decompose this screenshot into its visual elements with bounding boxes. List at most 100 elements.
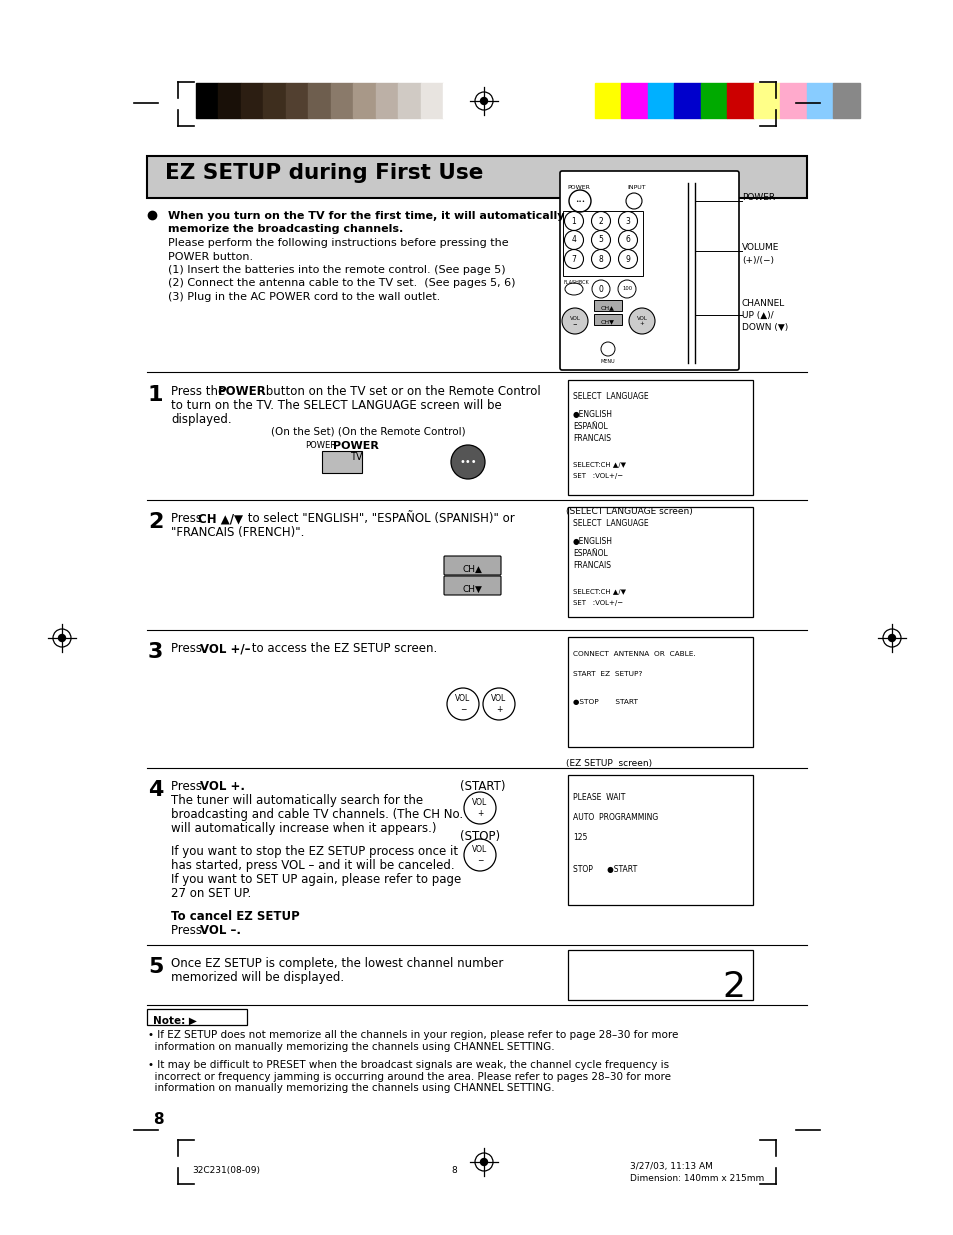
- Text: memorized will be displayed.: memorized will be displayed.: [171, 971, 344, 984]
- Bar: [331, 83, 354, 119]
- Text: Press: Press: [171, 513, 206, 525]
- Text: VOL
+: VOL +: [472, 798, 487, 818]
- Text: AUTO  PROGRAMMING: AUTO PROGRAMMING: [573, 813, 658, 823]
- Text: Press: Press: [171, 924, 206, 937]
- Ellipse shape: [564, 283, 582, 295]
- Text: POWER button.: POWER button.: [168, 252, 253, 262]
- Circle shape: [451, 445, 484, 479]
- Text: POWER: POWER: [218, 385, 267, 398]
- Text: VOL
−: VOL −: [455, 694, 470, 714]
- Text: 2: 2: [148, 513, 163, 532]
- Text: 32C231(08-09): 32C231(08-09): [192, 1166, 260, 1174]
- Text: 4: 4: [571, 236, 576, 245]
- Text: 8: 8: [451, 1166, 456, 1174]
- Text: will automatically increase when it appears.): will automatically increase when it appe…: [171, 823, 436, 835]
- Circle shape: [618, 211, 637, 231]
- Circle shape: [480, 1158, 487, 1166]
- Text: "FRANCAIS (FRENCH)".: "FRANCAIS (FRENCH)".: [171, 526, 304, 538]
- Bar: [727, 83, 753, 119]
- Text: CH▲: CH▲: [600, 305, 615, 310]
- Bar: [286, 83, 308, 119]
- Text: • If EZ SETUP does not memorize all the channels in your region, please refer to: • If EZ SETUP does not memorize all the …: [148, 1030, 678, 1051]
- Text: (STOP): (STOP): [459, 830, 499, 844]
- Text: MENU: MENU: [600, 359, 615, 364]
- Bar: [398, 83, 420, 119]
- Text: When you turn on the TV for the first time, it will automatically: When you turn on the TV for the first ti…: [168, 211, 564, 221]
- Text: 5: 5: [148, 957, 163, 977]
- Text: Press: Press: [171, 781, 206, 793]
- Text: 3: 3: [625, 216, 630, 226]
- Text: (+)/(−): (+)/(−): [741, 257, 773, 266]
- FancyBboxPatch shape: [559, 170, 739, 370]
- Bar: [308, 83, 331, 119]
- Text: Press: Press: [171, 642, 206, 655]
- Text: 4: 4: [148, 781, 163, 800]
- Text: to turn on the TV. The SELECT LANGUAGE screen will be: to turn on the TV. The SELECT LANGUAGE s…: [171, 399, 501, 412]
- Text: CH▲: CH▲: [461, 564, 481, 574]
- Circle shape: [625, 193, 641, 209]
- Circle shape: [482, 688, 515, 720]
- Bar: [241, 83, 263, 119]
- Text: 100: 100: [621, 287, 632, 291]
- Text: 3/27/03, 11:13 AM: 3/27/03, 11:13 AM: [629, 1162, 712, 1171]
- Text: Press the: Press the: [171, 385, 229, 398]
- Text: displayed.: displayed.: [171, 412, 232, 426]
- Bar: [354, 83, 375, 119]
- Text: START  EZ  SETUP?: START EZ SETUP?: [573, 671, 641, 677]
- Circle shape: [628, 308, 655, 333]
- Text: SET   :VOL+/−: SET :VOL+/−: [573, 600, 622, 606]
- Circle shape: [618, 249, 637, 268]
- Bar: [780, 83, 806, 119]
- Text: SELECT:CH ▲/▼: SELECT:CH ▲/▼: [573, 462, 625, 468]
- Text: to access the EZ SETUP screen.: to access the EZ SETUP screen.: [248, 642, 436, 655]
- Text: Note: ▶: Note: ▶: [152, 1016, 196, 1026]
- Text: has started, press VOL – and it will be canceled.: has started, press VOL – and it will be …: [171, 860, 455, 872]
- Text: SELECT  LANGUAGE: SELECT LANGUAGE: [573, 391, 648, 401]
- Circle shape: [591, 211, 610, 231]
- Bar: [595, 83, 620, 119]
- Circle shape: [463, 839, 496, 871]
- Circle shape: [480, 98, 487, 105]
- Text: 8: 8: [598, 254, 602, 263]
- Text: SELECT:CH ▲/▼: SELECT:CH ▲/▼: [573, 589, 625, 595]
- Text: STOP      ●START: STOP ●START: [573, 864, 637, 874]
- Circle shape: [463, 792, 496, 824]
- Circle shape: [568, 190, 590, 212]
- Bar: [567, 637, 752, 747]
- Bar: [567, 508, 752, 618]
- Text: POWER: POWER: [333, 441, 378, 451]
- Text: CH ▲/▼: CH ▲/▼: [198, 513, 243, 525]
- Text: FLASHBCK: FLASHBCK: [563, 280, 589, 285]
- Text: VOL
+: VOL +: [491, 694, 506, 714]
- Text: ●ENGLISH: ●ENGLISH: [573, 537, 613, 546]
- Bar: [594, 300, 621, 311]
- Text: INPUT: INPUT: [626, 185, 645, 190]
- Circle shape: [618, 280, 636, 298]
- Circle shape: [600, 342, 615, 356]
- Text: (2) Connect the antenna cable to the TV set.  (See pages 5, 6): (2) Connect the antenna cable to the TV …: [168, 279, 515, 289]
- Circle shape: [447, 688, 478, 720]
- Circle shape: [618, 231, 637, 249]
- Text: (1) Insert the batteries into the remote control. (See page 5): (1) Insert the batteries into the remote…: [168, 266, 505, 275]
- Circle shape: [564, 231, 583, 249]
- Text: • It may be difficult to PRESET when the broadcast signals are weak, the channel: • It may be difficult to PRESET when the…: [148, 1060, 670, 1093]
- Bar: [375, 83, 398, 119]
- Bar: [443, 83, 465, 119]
- Text: Please perform the following instructions before pressing the: Please perform the following instruction…: [168, 238, 508, 248]
- Bar: [567, 380, 752, 495]
- Text: TV: TV: [350, 452, 362, 462]
- Text: If you want to SET UP again, please refer to page: If you want to SET UP again, please refe…: [171, 873, 460, 885]
- Text: SET   :VOL+/−: SET :VOL+/−: [573, 473, 622, 479]
- Text: FRANCAIS: FRANCAIS: [573, 433, 610, 443]
- Text: VOL
−: VOL −: [569, 316, 579, 326]
- Bar: [594, 314, 621, 325]
- Text: 7: 7: [571, 254, 576, 263]
- Text: 1: 1: [571, 216, 576, 226]
- Text: EZ SETUP during First Use: EZ SETUP during First Use: [165, 163, 483, 183]
- Text: 9: 9: [625, 254, 630, 263]
- Text: VOL +.: VOL +.: [200, 781, 245, 793]
- Circle shape: [887, 635, 895, 641]
- Text: CH▼: CH▼: [461, 585, 481, 594]
- Bar: [567, 776, 752, 905]
- Text: to select "ENGLISH", "ESPAÑOL (SPANISH)" or: to select "ENGLISH", "ESPAÑOL (SPANISH)"…: [244, 513, 515, 525]
